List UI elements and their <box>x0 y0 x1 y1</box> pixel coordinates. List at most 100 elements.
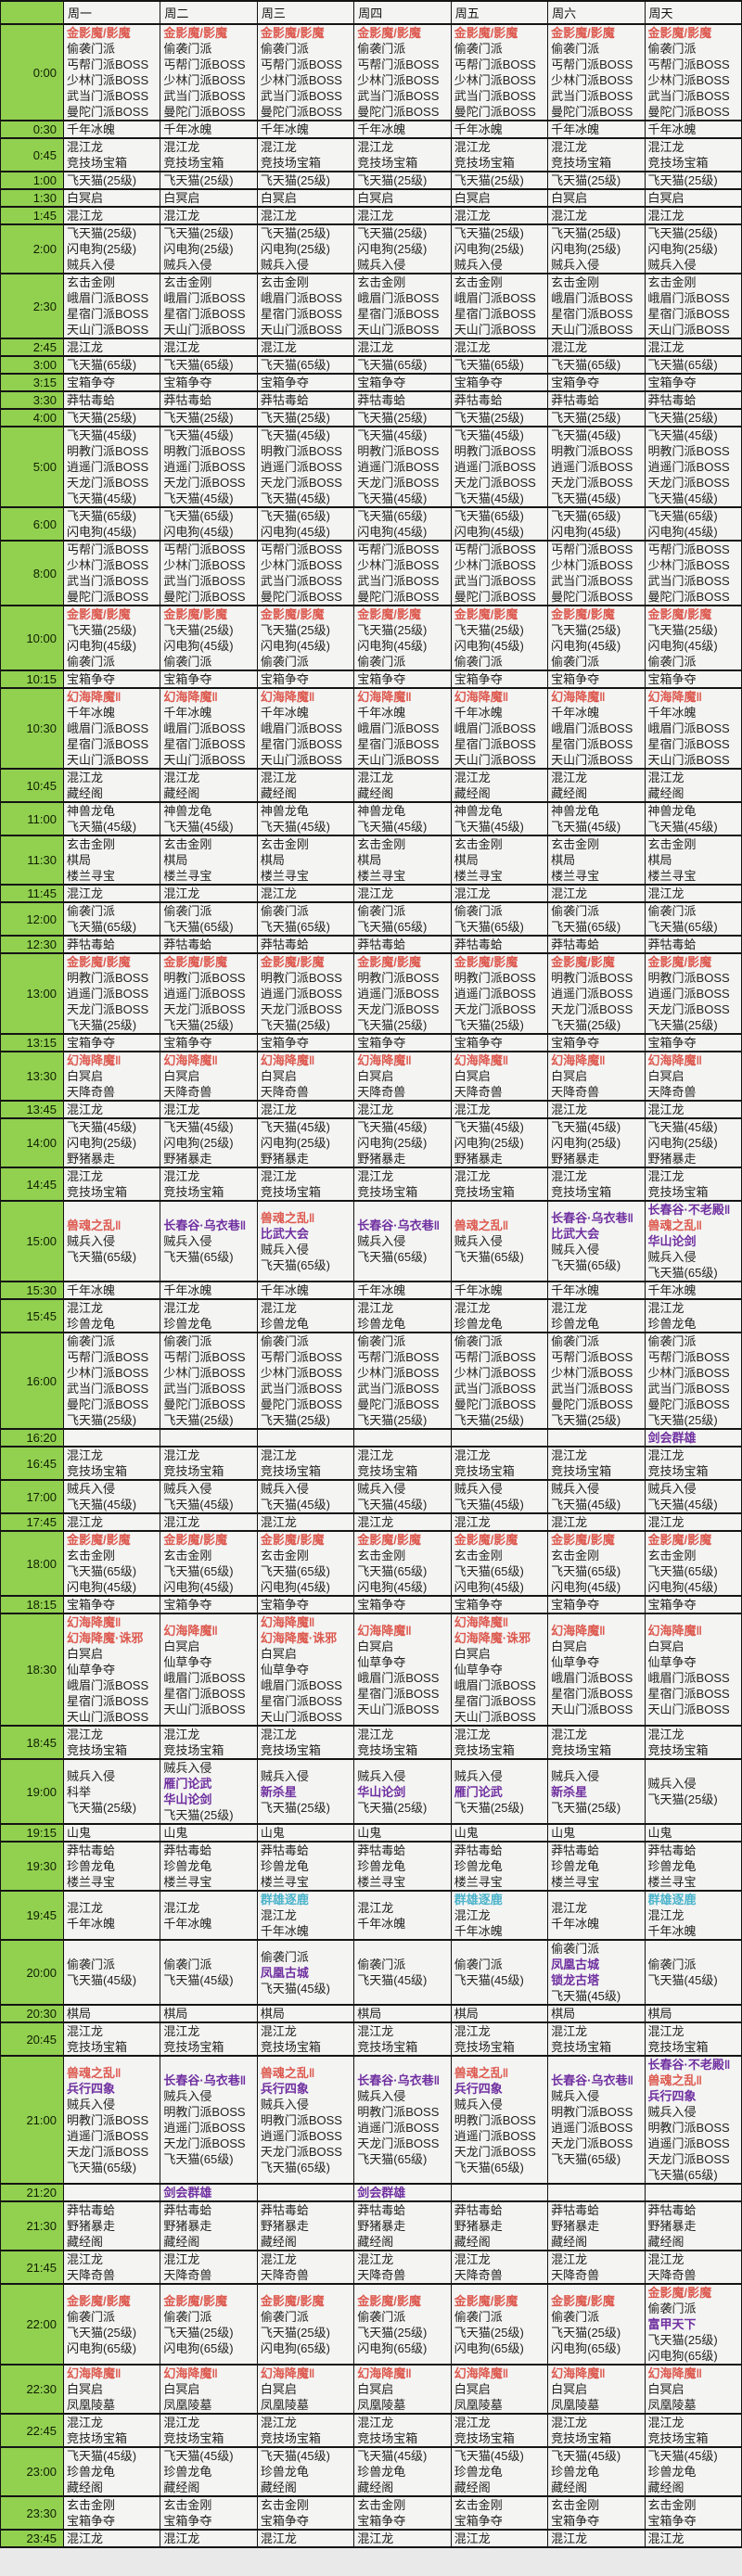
schedule-cell: 神兽龙龟 飞天猫(45级) <box>450 801 549 836</box>
schedule-cell: 神兽龙龟 飞天猫(45级) <box>644 801 742 836</box>
schedule-cell: 千年冰魄 <box>160 1281 258 1300</box>
event-label: 宝箱争夺 <box>357 1036 406 1050</box>
table-row: 22:45 混江龙 竞技场宝箱 混江龙 竞技场宝箱 混江龙 竞技场宝箱 混江龙 竞技场宝箱 混江龙… <box>0 2413 742 2448</box>
event-label: 星宿门派BOSS <box>357 737 440 751</box>
event-label: 莽牯毒蛤 <box>67 393 116 407</box>
event-label: 混江龙 <box>67 2024 104 2038</box>
schedule-cell: 混江龙 竞技场宝箱 <box>353 2413 452 2448</box>
schedule-cell: 混江龙 <box>644 2529 742 2548</box>
time-label: 1:00 <box>0 171 64 190</box>
schedule-cell: 幻海降魔‖ 幻海降魔·诛邪 白冥启 仙草争夺 峨眉门派BOSS 星宿门派BOSS 天山门派B… <box>256 1613 355 1727</box>
schedule-cell: 丐帮门派BOSS 少林门派BOSS 武当门派BOSS 曼陀门派BOSS <box>62 540 161 606</box>
schedule-cell: 幻海降魔‖ 千年冰魄 峨眉门派BOSS 星宿门派BOSS 天山门派BOSS <box>644 687 742 770</box>
event-label: 偷袭门派 <box>260 904 309 918</box>
schedule-cell: 飞天猫(25级) 闪电狗(25级) 贼兵入侵 <box>62 223 161 274</box>
event-label: 凤凰陵墓 <box>357 2398 406 2412</box>
event-label: 混江龙 <box>647 1103 684 1116</box>
schedule-cell: 偷袭门派 飞天猫(65级) <box>644 901 742 937</box>
event-label: 珍兽龙龟 <box>260 1317 309 1331</box>
event-label: 飞天猫(45级) <box>260 491 330 505</box>
event-label: 山鬼 <box>67 1826 92 1840</box>
event-label: 楼兰寻宝 <box>647 869 697 883</box>
schedule-cell: 玄击金刚 棋局 楼兰寻宝 <box>62 835 161 886</box>
schedule-cell: 白冥启 <box>450 188 549 208</box>
event-label: 混江龙 <box>551 1515 588 1529</box>
schedule-cell: 棋局 <box>160 2004 258 2023</box>
event-label: 丐帮门派BOSS <box>647 57 730 71</box>
event-label: 少林门派BOSS <box>647 1366 730 1380</box>
event-label: 明教门派BOSS <box>357 971 440 985</box>
schedule-cell: 贼兵入侵 雁门论武 飞天猫(25级) <box>450 1758 549 1825</box>
event-label: 幻海降魔‖ <box>454 2366 509 2380</box>
schedule-cell: 长春谷·乌衣巷‖ 比武大会 贼兵入侵 飞天猫(65级) <box>547 1200 646 1282</box>
schedule-cell: 千年冰魄 <box>450 1281 549 1300</box>
event-label: 混江龙 <box>647 1169 684 1183</box>
event-label: 雁门论武 <box>454 1784 503 1799</box>
event-label: 金影魔/影魔 <box>67 26 131 40</box>
event-label: 竞技场宝箱 <box>67 156 128 170</box>
event-label: 贼兵入侵 <box>551 2089 600 2103</box>
event-label: 贼兵入侵 <box>260 258 309 272</box>
event-label: 珍兽龙龟 <box>551 1317 600 1331</box>
event-label: 少林门派BOSS <box>260 73 342 87</box>
schedule-cell: 偷袭门派 丐帮门派BOSS 少林门派BOSS 武当门派BOSS 曼陀门派BOSS 飞天猫(… <box>547 1332 646 1430</box>
event-label: 逍遥门派BOSS <box>357 987 440 1001</box>
event-label: 天降奇兽 <box>454 2268 503 2282</box>
schedule-cell: 混江龙 <box>256 206 355 225</box>
event-label: 偷袭门派 <box>163 1334 212 1348</box>
schedule-cell: 群雄逐鹿 混江龙 千年冰魄 <box>644 1890 742 1941</box>
event-label: 天降奇兽 <box>647 1085 697 1099</box>
event-label: 丐帮门派BOSS <box>163 57 246 71</box>
table-row: 4:00 飞天猫(25级) 飞天猫(25级) 飞天猫(25级) 飞天猫(25级) 飞天猫(… <box>0 408 742 427</box>
schedule-cell: 贼兵入侵 科举 飞天猫(25级) <box>62 1758 161 1825</box>
time-label: 16:00 <box>0 1332 64 1430</box>
event-label: 金影魔/影魔 <box>163 955 228 969</box>
event-label: 偷袭门派 <box>551 2309 600 2324</box>
schedule-cell: 混江龙 竞技场宝箱 <box>256 2021 355 2057</box>
event-label: 混江龙 <box>551 1301 588 1315</box>
table-row: 19:45 混江龙 千年冰魄 混江龙 千年冰魄 群雄逐鹿 混江龙 千年冰魄 混江龙 千年冰魄 群雄逐… <box>0 1890 742 1941</box>
event-label: 贼兵入侵 <box>647 1482 697 1496</box>
event-label: 天龙门派BOSS <box>551 2136 633 2150</box>
table-row: 0:45 混江龙 竞技场宝箱 混江龙 竞技场宝箱 混江龙 竞技场宝箱 混江龙 竞技场宝箱 混江龙竞… <box>0 137 742 172</box>
event-label: 金影魔/影魔 <box>647 607 712 621</box>
event-label: 飞天猫(25级) <box>357 1413 428 1427</box>
schedule-cell: 神兽龙龟 飞天猫(45级) <box>160 801 258 836</box>
event-label: 竞技场宝箱 <box>67 1185 128 1199</box>
event-label: 宝箱争夺 <box>551 1036 600 1050</box>
event-label: 竞技场宝箱 <box>551 1464 612 1478</box>
schedule-cell: 飞天猫(25级) <box>256 408 355 427</box>
event-label: 兽魂之乱‖ <box>67 2065 122 2080</box>
header-row: 周一 周二 周三 周四 周五 周六 周天 <box>0 0 742 25</box>
schedule-cell: 混江龙 竞技场宝箱 <box>353 1167 452 1202</box>
event-label: 凤凰陵墓 <box>551 2398 600 2412</box>
event-label: 棋局 <box>454 853 479 867</box>
schedule-cell: 兽魂之乱‖ 兵行四象 贼兵入侵 明教门派BOSS 逍遥门派BOSS 天龙门派BOSS 飞天猫… <box>256 2055 355 2185</box>
time-label: 21:00 <box>0 2055 64 2185</box>
event-label: 混江龙 <box>647 2531 684 2545</box>
event-label: 武当门派BOSS <box>357 89 440 103</box>
event-label: 星宿门派BOSS <box>67 307 149 321</box>
event-label: 飞天猫(45级) <box>647 2449 718 2463</box>
schedule-cell: 混江龙 <box>256 1100 355 1119</box>
event-label: 竞技场宝箱 <box>163 1464 224 1478</box>
day-header-7: 周天 <box>644 0 742 25</box>
event-label: 竞技场宝箱 <box>260 1464 321 1478</box>
event-label: 竞技场宝箱 <box>163 2431 224 2445</box>
event-label: 兽魂之乱‖ <box>260 2065 315 2080</box>
event-label: 逍遥门派BOSS <box>647 2136 730 2150</box>
event-label: 金影魔/影魔 <box>551 2293 615 2308</box>
time-label: 20:30 <box>0 2004 64 2023</box>
event-label: 珍兽龙龟 <box>647 1317 697 1331</box>
event-label: 偷袭门派 <box>260 42 309 56</box>
table-row: 14:45 混江龙 竞技场宝箱 混江龙 竞技场宝箱 混江龙 竞技场宝箱 混江龙 竞技场宝箱 混江龙… <box>0 1167 742 1202</box>
event-label: 飞天猫(25级) <box>454 2325 524 2340</box>
event-label: 飞天猫(25级) <box>163 623 234 637</box>
event-label: 莽牯毒蛤 <box>357 2203 406 2217</box>
event-label: 明教门派BOSS <box>260 971 342 985</box>
event-label: 金影魔/影魔 <box>551 955 615 969</box>
event-label: 混江龙 <box>454 140 491 154</box>
event-label: 神兽龙龟 <box>551 804 600 818</box>
event-label: 飞天猫(65级) <box>67 2160 137 2174</box>
schedule-cell: 金影魔/影魔 明教门派BOSS 逍遥门派BOSS 天龙门派BOSS 飞天猫(25级) <box>160 952 258 1035</box>
